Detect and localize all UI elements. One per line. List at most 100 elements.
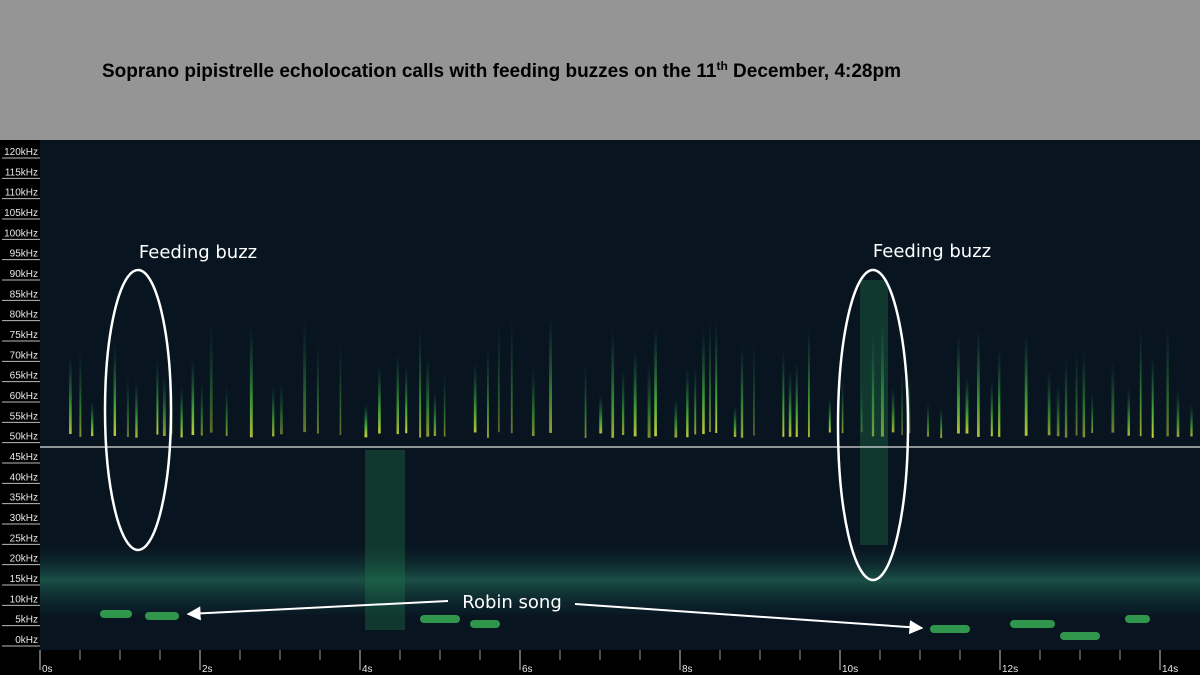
call-streak [1111, 361, 1115, 433]
buzz [860, 280, 888, 545]
call-streak [1091, 391, 1094, 433]
call-streak [584, 364, 587, 438]
call-streak [113, 343, 117, 436]
y-tick-label: 65kHz [10, 371, 38, 382]
y-tick-label: 45kHz [10, 452, 38, 463]
x-tick-label: 6s [522, 664, 533, 675]
call-streak [279, 383, 283, 435]
y-tick-label: 10kHz [10, 594, 38, 605]
y-tick-label: 70kHz [10, 350, 38, 361]
call-streak [531, 368, 535, 437]
call-streak [753, 339, 755, 436]
call-streak [828, 397, 831, 433]
call-streak [998, 347, 1001, 437]
call-streak [694, 365, 697, 435]
call-streak [788, 370, 792, 437]
call-streak [633, 349, 637, 437]
call-streak [1176, 390, 1180, 437]
call-streak [891, 386, 895, 433]
call-streak [426, 356, 430, 437]
call-streak [990, 380, 993, 437]
call-streak [249, 327, 253, 438]
y-tick-label: 75kHz [10, 330, 38, 341]
ellipse [836, 268, 910, 582]
call-streak [497, 321, 500, 433]
y-tick-label: 90kHz [10, 269, 38, 280]
call-streak [654, 326, 657, 437]
call-streak [1024, 332, 1028, 436]
call-streak [957, 335, 960, 434]
y-tick-label: 35kHz [10, 493, 38, 504]
call-streak [510, 318, 513, 434]
call-streak [135, 381, 138, 438]
call-streak [433, 391, 437, 436]
x-tick-label: 10s [842, 664, 858, 675]
call-streak [860, 381, 863, 433]
robin-syllable [145, 612, 179, 620]
annotation: Feeding buzz [873, 241, 991, 262]
call-streak [1151, 355, 1154, 438]
y-tick-label: 50kHz [10, 432, 38, 443]
y-tick-label: 60kHz [10, 391, 38, 402]
x-tick-label: 0s [42, 664, 53, 675]
call-streak [1082, 350, 1086, 438]
y-axis-panel [0, 140, 40, 675]
call-streak [156, 358, 159, 435]
x-tick-label: 2s [202, 664, 213, 675]
call-streak [225, 385, 228, 436]
buzz [365, 450, 405, 630]
y-tick-label: 15kHz [10, 574, 38, 585]
call-streak [419, 329, 422, 438]
call-streak [880, 319, 884, 437]
call-streak [740, 343, 744, 438]
robin-syllable [420, 615, 460, 623]
y-tick-label: 25kHz [10, 533, 38, 544]
call-streak [487, 346, 489, 438]
call-streak [686, 367, 689, 438]
call-streak [733, 405, 737, 437]
call-streak [191, 358, 195, 436]
robin-syllable [470, 620, 500, 628]
call-streak [1190, 403, 1193, 437]
call-streak [549, 315, 553, 433]
call-streak [709, 319, 711, 433]
y-tick-label: 20kHz [10, 554, 38, 565]
x-tick-label: 8s [682, 664, 693, 675]
call-streak [841, 378, 844, 434]
call-streak [79, 349, 82, 437]
call-streak [209, 323, 213, 433]
y-tick-label: 30kHz [10, 513, 38, 524]
x-tick-label: 12s [1002, 664, 1018, 675]
call-streak [977, 328, 980, 437]
calls [69, 280, 1193, 640]
call-streak [1075, 348, 1078, 436]
call-streak [272, 385, 275, 437]
call-streak [303, 319, 307, 433]
y-tick-label: 115kHz [5, 167, 38, 178]
x-tick-label: 4s [362, 664, 373, 675]
call-streak [611, 330, 615, 438]
call-streak [91, 401, 94, 437]
call-streak [405, 365, 408, 434]
y-tick-label: 55kHz [10, 411, 38, 422]
call-streak [316, 342, 319, 434]
robin-syllable [930, 625, 970, 633]
call-streak [1047, 370, 1051, 436]
arrow [574, 603, 924, 635]
y-tick-label: 5kHz [15, 615, 38, 626]
arrow [186, 600, 449, 621]
call-streak [1139, 328, 1142, 437]
call-streak [647, 363, 651, 438]
call-streak [807, 325, 810, 438]
call-streak [871, 333, 875, 437]
header [0, 0, 1200, 140]
call-streak [782, 350, 785, 437]
call-streak [396, 353, 400, 435]
call-streak [702, 330, 705, 435]
call-streak [940, 406, 943, 438]
call-streak [443, 373, 446, 437]
call-streak [69, 356, 72, 434]
ellipse [103, 268, 173, 552]
call-streak [126, 376, 129, 438]
call-streak [965, 376, 969, 434]
